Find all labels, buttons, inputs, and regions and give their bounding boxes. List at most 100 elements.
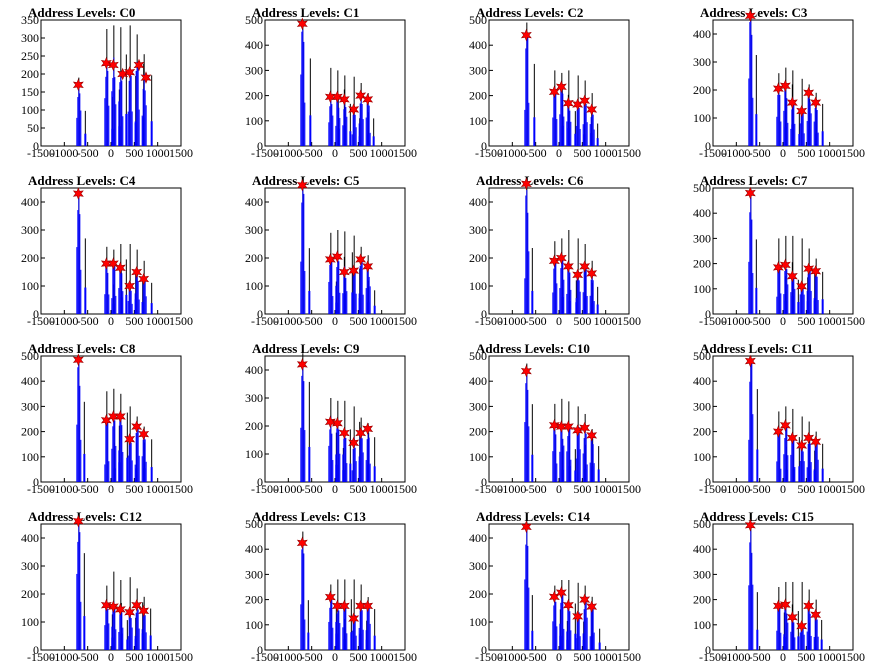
peak-marker xyxy=(562,598,574,612)
x-tick-label: 500 xyxy=(573,650,591,664)
histogram-bar xyxy=(793,273,795,314)
histogram-bar xyxy=(778,427,780,482)
y-tick-label: 400 xyxy=(469,531,487,545)
histogram-bar xyxy=(801,446,803,482)
histogram-bar xyxy=(339,292,341,314)
peak-marker xyxy=(796,279,808,293)
histogram-bar xyxy=(556,463,558,482)
histogram-bar xyxy=(577,428,579,482)
x-tick-label: 500 xyxy=(125,314,143,328)
histogram-bar xyxy=(785,85,787,146)
histogram-bar xyxy=(597,469,600,482)
histogram-bar xyxy=(808,439,810,482)
y-tick-label: 300 xyxy=(693,55,711,69)
histogram-bar xyxy=(330,261,332,314)
histogram-bar xyxy=(586,617,588,650)
x-tick-label: -1500 xyxy=(475,146,503,160)
histogram-bar xyxy=(749,22,751,146)
histogram-bar xyxy=(137,66,139,146)
peak-marker xyxy=(131,420,143,433)
x-tick-label: 0 xyxy=(332,146,338,160)
histogram-bar xyxy=(78,521,80,650)
peak-marker xyxy=(779,418,791,432)
x-tick-label: -1500 xyxy=(699,650,727,664)
histogram-bar xyxy=(343,438,345,482)
histogram-bar xyxy=(355,293,357,314)
histogram-bar xyxy=(748,585,750,650)
chart-title: Address Levels: C14 xyxy=(476,509,590,524)
histogram-bar xyxy=(76,247,78,314)
histogram-bar xyxy=(553,268,555,314)
histogram-bar xyxy=(806,121,808,146)
histogram-bar xyxy=(343,267,345,314)
histogram-bar xyxy=(141,301,143,314)
histogram-bar xyxy=(351,134,353,146)
histogram-bar xyxy=(129,287,131,314)
histogram-bar xyxy=(748,261,750,314)
histogram-bar xyxy=(141,115,143,146)
histogram-bar xyxy=(108,105,110,146)
peak-marker xyxy=(72,353,84,367)
histogram-bar xyxy=(586,295,588,314)
histogram-bar xyxy=(80,439,82,482)
histogram-bar xyxy=(785,422,787,482)
chart-panel-14: Address Levels: C14 0 100 200 300 400 -1500-10… xyxy=(469,509,641,664)
histogram-bar xyxy=(801,287,803,314)
y-tick-label: 0 xyxy=(257,643,263,657)
histogram-bar xyxy=(750,20,752,146)
x-tick-label: -500 xyxy=(301,650,323,664)
histogram-bar xyxy=(552,451,554,482)
histogram-bar xyxy=(786,269,788,314)
histogram-bar xyxy=(145,105,147,146)
histogram-bar xyxy=(751,552,753,650)
histogram-bar xyxy=(783,110,785,146)
y-tick-label: 0 xyxy=(481,475,487,489)
histogram-bar xyxy=(821,299,824,314)
histogram-bar xyxy=(112,608,114,650)
x-tick-label: 1000 xyxy=(370,314,394,328)
histogram-bar xyxy=(589,124,591,146)
histogram-bar xyxy=(365,630,367,650)
histogram-bar xyxy=(561,256,563,314)
histogram-bar xyxy=(585,103,587,146)
y-tick-label: 500 xyxy=(469,349,487,363)
histogram-bar xyxy=(528,102,530,146)
histogram-bar xyxy=(800,448,802,482)
histogram-bar xyxy=(556,119,558,146)
histogram-bar xyxy=(568,605,570,650)
histogram-bar xyxy=(136,271,138,314)
y-tick-label: 100 xyxy=(21,103,39,117)
histogram-bar xyxy=(579,636,581,650)
histogram-bar xyxy=(119,82,121,146)
histogram-bar xyxy=(328,445,330,482)
histogram-bar xyxy=(126,639,129,650)
peak-marker xyxy=(810,264,822,278)
histogram-bar xyxy=(598,642,601,650)
histogram-bar xyxy=(84,133,87,146)
histogram-bar xyxy=(806,631,808,650)
histogram-bar xyxy=(131,303,133,314)
peak-marker xyxy=(324,590,336,604)
histogram-bar xyxy=(121,612,123,650)
peak-marker xyxy=(331,250,343,263)
x-tick-label: -1000 xyxy=(274,146,302,160)
x-tick-label: -1500 xyxy=(699,482,727,496)
histogram-bar xyxy=(331,261,333,314)
x-tick-label: -1000 xyxy=(50,482,78,496)
histogram-bar xyxy=(807,273,809,314)
histogram-bar xyxy=(302,539,304,650)
histogram-bar xyxy=(583,438,585,482)
peak-marker xyxy=(548,590,560,604)
peak-marker xyxy=(579,260,591,273)
histogram-bar xyxy=(366,269,368,314)
chart-panel-15: Address Levels: C15 0 100 200 300 400 500 -1500… xyxy=(693,509,865,664)
histogram-bar xyxy=(343,109,345,146)
histogram-bar xyxy=(134,635,136,650)
histogram-bar xyxy=(568,99,570,146)
histogram-bar xyxy=(779,269,781,314)
histogram-bar xyxy=(105,266,107,314)
peak-marker xyxy=(548,418,560,432)
histogram-bar xyxy=(359,610,361,650)
histogram-bar xyxy=(112,426,114,482)
x-tick-label: 1500 xyxy=(617,314,641,328)
